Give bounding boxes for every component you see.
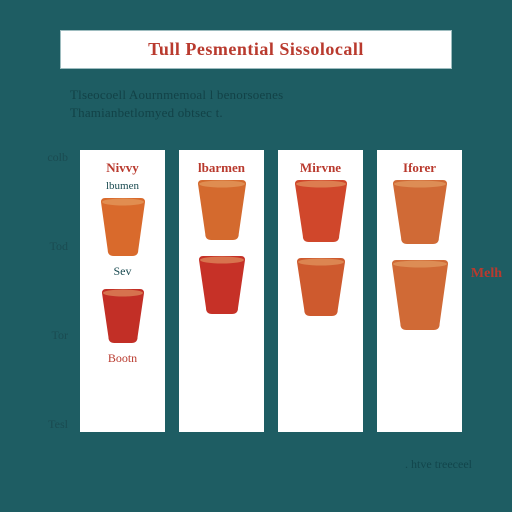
- cup-icon: [390, 260, 450, 330]
- y-axis-label: Tesl: [18, 417, 68, 432]
- cup-icon: [391, 180, 449, 244]
- column-label: Mirvne: [300, 160, 341, 176]
- cup-top: [381, 180, 458, 244]
- cup-icon: [99, 198, 147, 256]
- cup-icon: [295, 258, 347, 316]
- cup-icon: [197, 256, 247, 314]
- cup-bottom: [282, 258, 359, 316]
- title-box: Tull Pesmential Sissolocall: [60, 30, 452, 69]
- column-label: Iforer: [403, 160, 436, 176]
- y-axis-label: Tod: [18, 239, 68, 254]
- column-mid-text: Sev: [114, 264, 132, 279]
- cup-top: [183, 180, 260, 240]
- cup-bottom: [183, 256, 260, 314]
- column: Nivvy lbumen Sev Bootn: [80, 150, 165, 432]
- title-text: Tull Pesmential Sissolocall: [148, 39, 364, 59]
- column-label: lbarmen: [198, 160, 245, 176]
- column: Mirvne: [278, 150, 363, 432]
- cup-icon: [196, 180, 248, 240]
- column-sublabel: lbumen: [106, 180, 139, 192]
- cup-icon: [293, 180, 349, 242]
- subtitle-line2: Thamianbetlomyed obtsec t.: [70, 105, 223, 120]
- side-label-text: Melh: [471, 266, 502, 281]
- cup-top: [282, 180, 359, 242]
- cup-top: [84, 198, 161, 256]
- column-label: Nivvy: [106, 160, 139, 176]
- cup-icon: [100, 289, 146, 343]
- y-axis: colb Tod Tor Tesl: [18, 150, 68, 432]
- cup-bottom: [84, 289, 161, 343]
- footnote-text: . htve treeceel: [405, 457, 472, 471]
- cup-bottom: [381, 260, 458, 330]
- column: Iforer: [377, 150, 462, 432]
- columns-area: Nivvy lbumen Sev Bootn lbarmen Mirvne Ifor…: [80, 150, 462, 432]
- column-bottom-text: Bootn: [108, 351, 137, 366]
- subtitle-line1: Tlseocoell Aournmemoal l benorsoenes: [70, 87, 283, 102]
- y-axis-label: colb: [18, 150, 68, 165]
- y-axis-label: Tor: [18, 328, 68, 343]
- footnote: . htve treeceel: [405, 457, 472, 472]
- subtitle: Tlseocoell Aournmemoal l benorsoenes Tha…: [70, 86, 442, 121]
- column: lbarmen: [179, 150, 264, 432]
- canvas: Tull Pesmential Sissolocall Tlseocoell A…: [0, 0, 512, 512]
- side-label: Melh: [471, 266, 502, 282]
